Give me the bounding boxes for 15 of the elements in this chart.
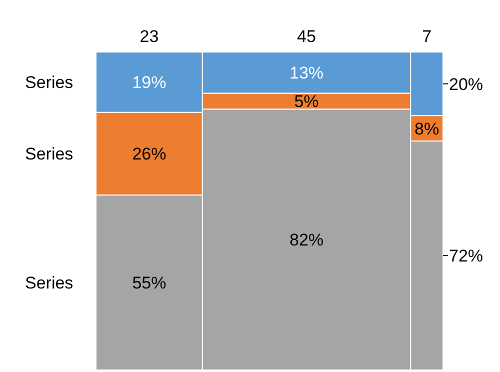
data-label: 5% — [294, 92, 319, 112]
data-label: 26% — [132, 144, 166, 164]
series-label: Series — [25, 144, 74, 164]
x-tick-label: 7 — [422, 27, 432, 46]
data-label: 13% — [290, 64, 324, 83]
series-label: Series — [25, 274, 74, 292]
data-label: 72% — [449, 246, 484, 266]
data-label: 55% — [132, 274, 166, 292]
data-label: 19% — [132, 73, 166, 92]
x-tick-label: 23 — [140, 27, 159, 46]
series-label: Series — [25, 73, 74, 92]
x-tick-label: 45 — [297, 27, 316, 46]
data-label: 82% — [290, 230, 324, 250]
data-label: 8% — [414, 119, 440, 138]
data-label: 20% — [449, 74, 484, 94]
